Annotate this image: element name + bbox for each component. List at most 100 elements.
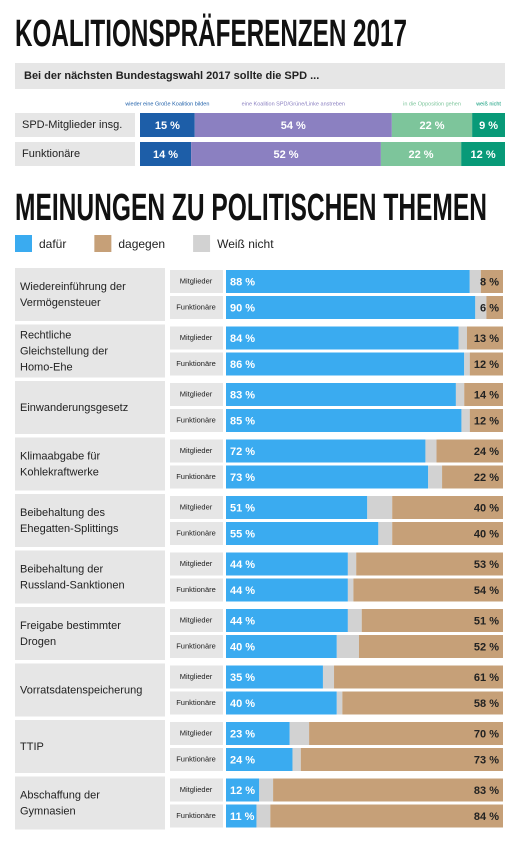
- bar-segment: [380, 142, 462, 166]
- group-label: Mitglieder: [180, 276, 213, 285]
- topic-box: [15, 550, 165, 604]
- bar-segment: [273, 778, 503, 802]
- bar-segment: [140, 142, 192, 166]
- bar-segment: [191, 142, 381, 166]
- value-label: 14 %: [474, 389, 499, 401]
- group-label: Funktionäre: [176, 698, 216, 707]
- bar-segment: [356, 552, 503, 576]
- value-label: 88 %: [230, 276, 255, 288]
- group-box: [170, 778, 223, 802]
- legend-label: eine Koalition SPD/Grüne/Linke anstreben: [242, 101, 345, 107]
- group-label: Mitglieder: [180, 389, 213, 398]
- bar-segment: [336, 691, 343, 715]
- legend-label: in die Opposition gehen: [403, 101, 461, 107]
- bar-segment: [347, 609, 362, 632]
- topic-box: [15, 607, 165, 660]
- bar-segment: [226, 409, 462, 432]
- value-label: 73 %: [474, 754, 499, 766]
- group-box: [170, 635, 223, 658]
- bar-segment: [455, 383, 465, 406]
- group-box: [170, 804, 223, 828]
- value-label: 8 %: [480, 276, 499, 288]
- group-label: Funktionäre: [176, 811, 216, 820]
- bar-segment: [358, 635, 503, 658]
- bar-segment: [226, 465, 429, 489]
- bar-segment: [226, 578, 348, 602]
- topic-label: Vorratsdatenspeicherung: [20, 684, 142, 696]
- bar-segment: [436, 439, 503, 463]
- group-box: [170, 578, 223, 602]
- bar-segment: [336, 635, 359, 658]
- bar-segment: [469, 409, 503, 432]
- group-box: [170, 748, 223, 771]
- topic-box: [15, 381, 165, 434]
- bar-segment: [226, 352, 465, 376]
- value-label: 6 %: [480, 302, 499, 314]
- legend-swatch: [94, 235, 112, 252]
- topic-box: [15, 324, 165, 378]
- bar-segment: [347, 578, 354, 602]
- bar-segment: [226, 296, 476, 319]
- group-label: Mitglieder: [180, 785, 213, 794]
- topic-box: [15, 268, 165, 321]
- value-label: 51 %: [230, 502, 255, 514]
- bar-segment: [256, 804, 271, 828]
- bar-segment: [469, 352, 503, 376]
- group-box: [170, 270, 223, 293]
- bar-segment: [461, 409, 470, 432]
- value-label: 22 %: [474, 472, 499, 484]
- value-label: 54 %: [474, 585, 499, 597]
- group-box: [170, 439, 223, 463]
- group-label: Mitglieder: [180, 672, 213, 681]
- chart-title: KOALITIONSPRÄFERENZEN 2017: [15, 12, 407, 55]
- group-box: [170, 552, 223, 576]
- group-label: Funktionäre: [176, 415, 216, 424]
- bar-segment: [442, 465, 503, 489]
- value-label: 83 %: [230, 389, 255, 401]
- bar-segment: [259, 778, 274, 802]
- bar-segment: [270, 804, 503, 828]
- bar-segment: [378, 522, 393, 545]
- group-label: Funktionäre: [176, 528, 216, 537]
- topic-label: Wiedereinführung der Vermögensteuer: [20, 281, 126, 309]
- group-box: [170, 409, 223, 432]
- bar-segment: [309, 722, 503, 745]
- value-label: 53 %: [474, 559, 499, 571]
- bar-segment: [367, 496, 393, 519]
- value-label: 44 %: [230, 585, 255, 597]
- bar-segment: [194, 113, 392, 137]
- value-label: 40 %: [230, 641, 255, 653]
- topic-label: TTIP: [20, 741, 44, 753]
- group-box: [170, 383, 223, 406]
- bar-segment: [392, 522, 503, 545]
- group-label: Funktionäre: [176, 585, 216, 594]
- bar-segment: [140, 113, 195, 137]
- group-box: [170, 352, 223, 376]
- bar-segment: [226, 722, 290, 745]
- topic-box: [15, 720, 165, 773]
- group-label: Mitglieder: [180, 333, 213, 342]
- value-label: 44 %: [230, 559, 255, 571]
- value-label: 54 %: [281, 120, 306, 132]
- bar-segment: [464, 352, 470, 376]
- value-label: 86 %: [230, 359, 255, 371]
- group-box: [170, 665, 223, 689]
- bar-segment: [480, 270, 503, 293]
- value-label: 58 %: [474, 698, 499, 710]
- bar-segment: [226, 552, 348, 576]
- value-label: 52 %: [474, 641, 499, 653]
- value-label: 12 %: [474, 415, 499, 427]
- value-label: 83 %: [474, 785, 499, 797]
- legend-label: dagegen: [118, 237, 165, 251]
- chart-title: MEINUNGEN ZU POLITISCHEN THEMEN: [15, 187, 487, 229]
- bar-segment: [226, 691, 337, 715]
- value-label: 40 %: [474, 502, 499, 514]
- category-box: [15, 142, 135, 166]
- topic-box: [15, 776, 165, 830]
- category-box: [15, 113, 135, 137]
- bar-segment: [475, 296, 487, 319]
- group-box: [170, 722, 223, 745]
- value-label: 12 %: [471, 149, 496, 161]
- bar-segment: [461, 142, 505, 166]
